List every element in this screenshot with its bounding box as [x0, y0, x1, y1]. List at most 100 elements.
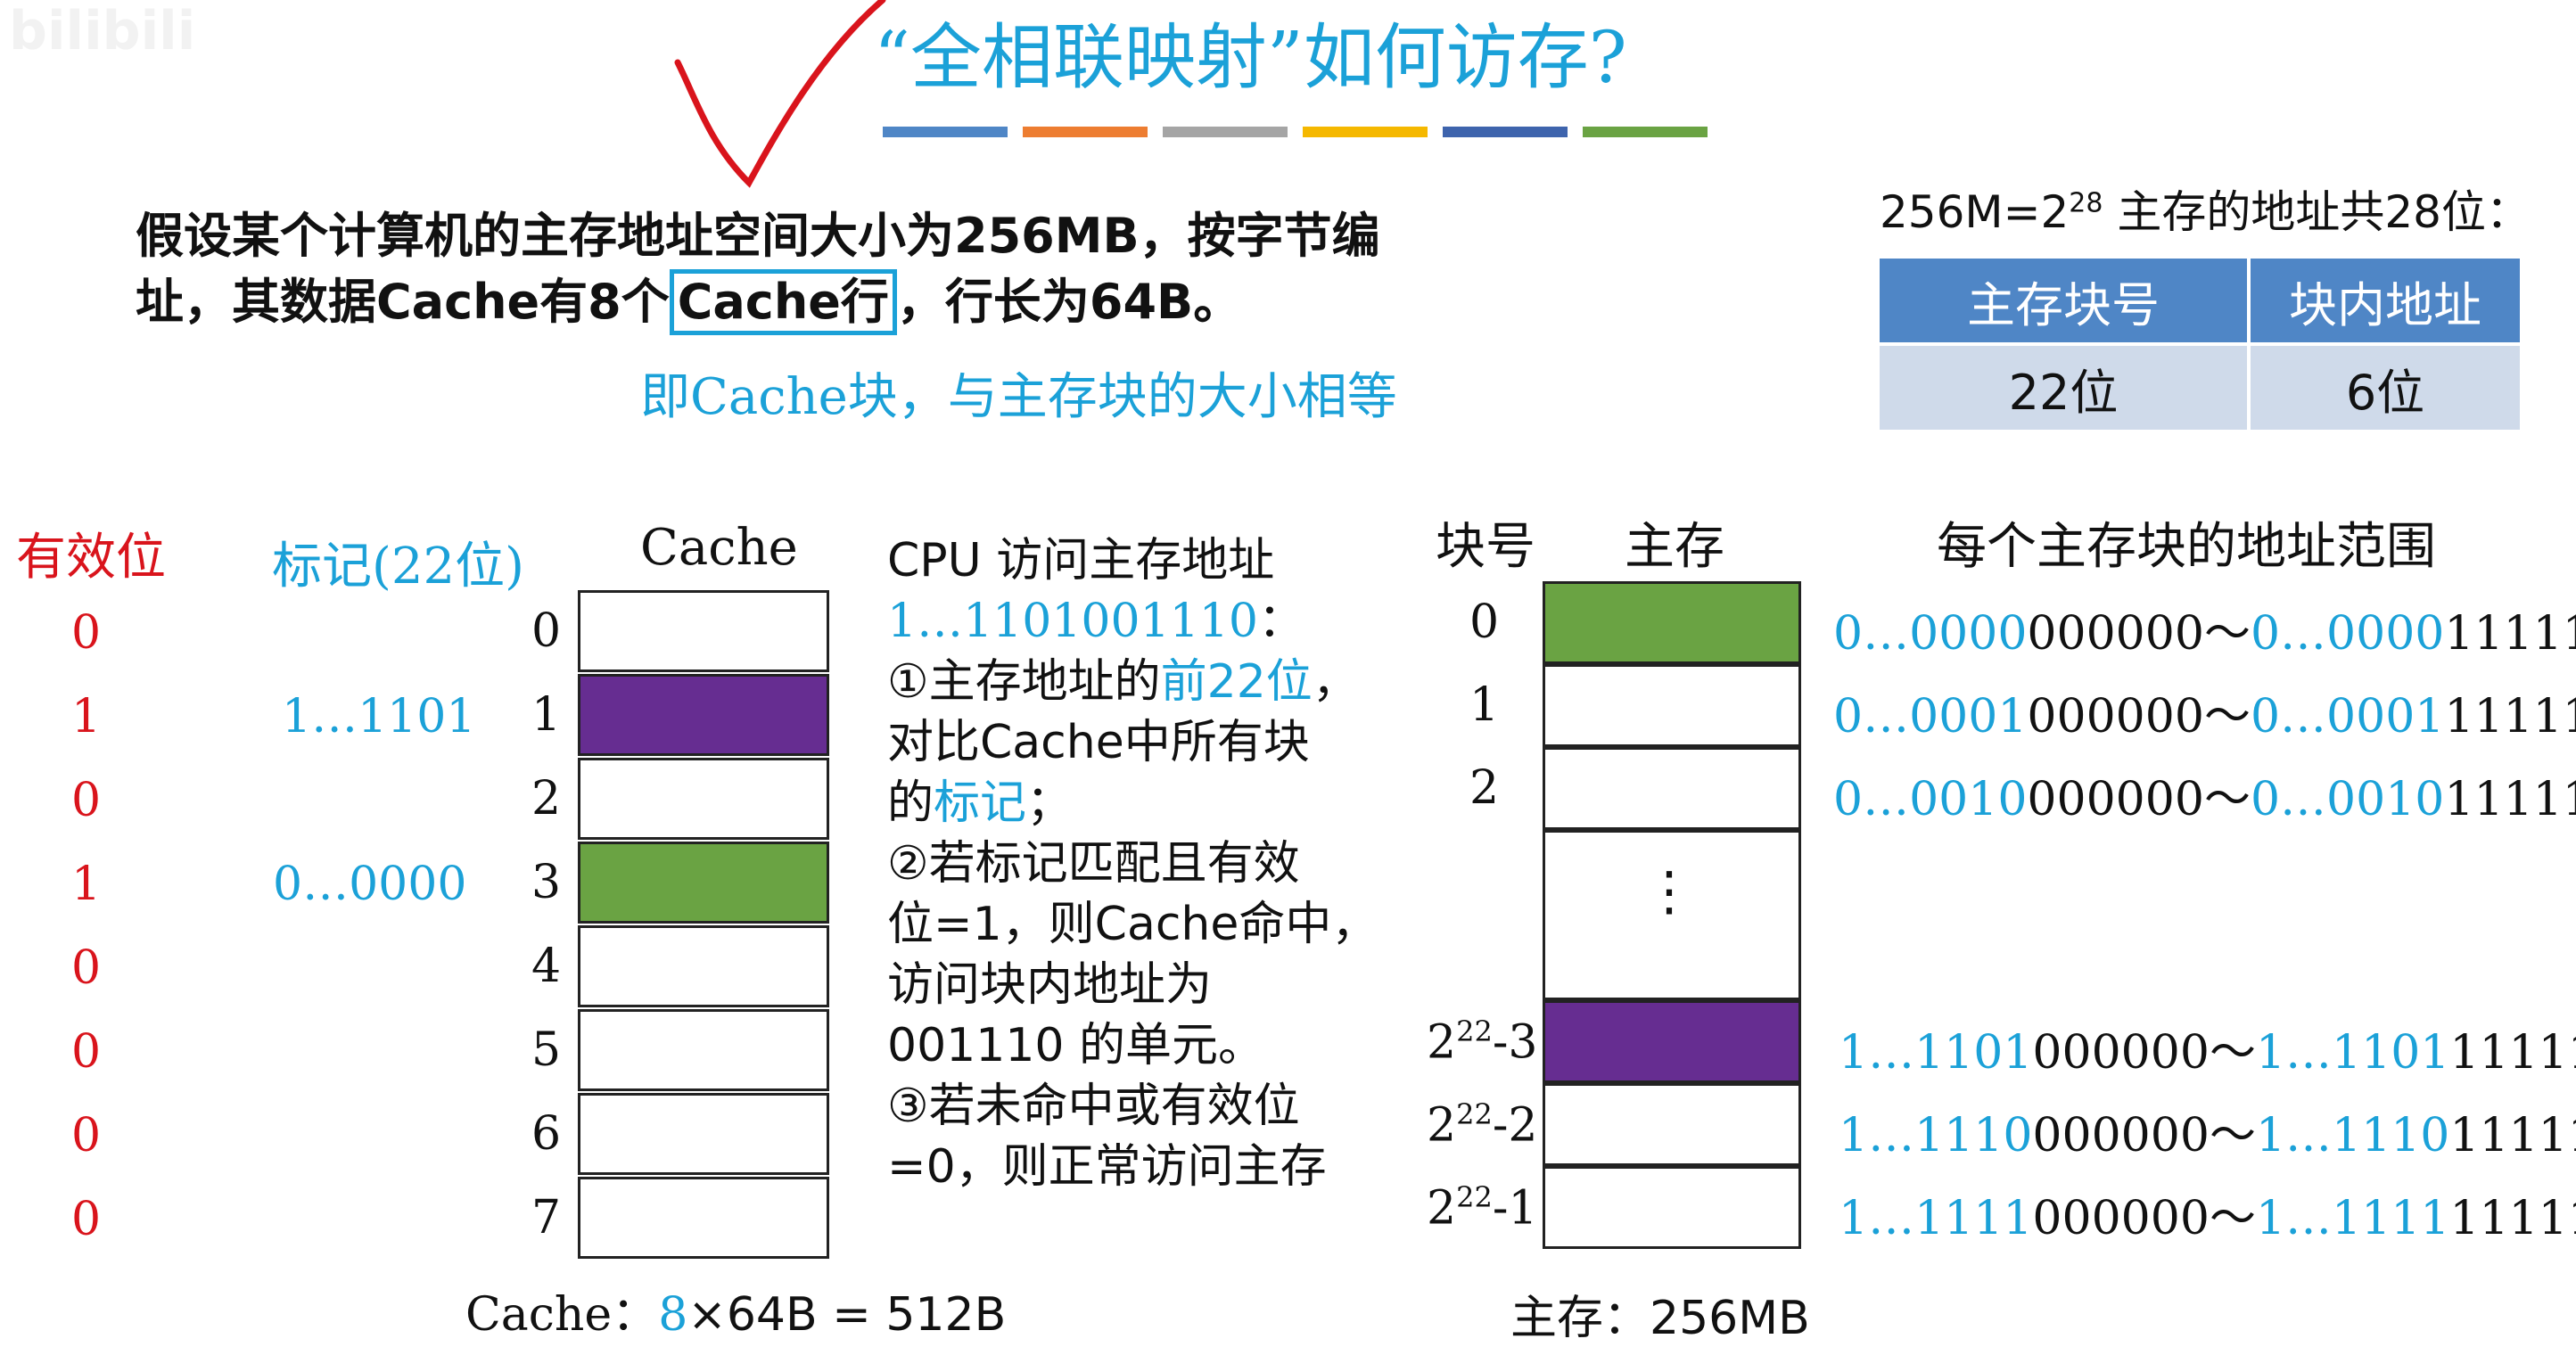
range-separator: ～ [2209, 1026, 2256, 1080]
block-number: 222-1 [1427, 1180, 1537, 1235]
ellipsis-marker: ⋮ [1642, 860, 1696, 923]
cache-header: Cache [640, 519, 798, 577]
explain-step1-post: ， [1312, 655, 1359, 709]
explain-address: 1…1101001110 [887, 595, 1258, 648]
block-number-base: 0 [1469, 595, 1500, 649]
main-memory-header: 主存 [1625, 518, 1724, 576]
range-offset-bits: 111111 [2444, 773, 2576, 826]
cache-line [578, 674, 829, 756]
memory-block [1543, 1166, 1801, 1249]
explain-line: CPU 访问主存地址 [887, 534, 1275, 587]
block-number-header: 主存块号 [1876, 255, 2251, 346]
block-number-exponent: 22 [1456, 1180, 1493, 1214]
explain-address-line: 1…1101001110： [887, 591, 1378, 652]
block-number-exponent: 22 [1456, 1014, 1493, 1048]
address-heading-base: 256M=2 [1880, 186, 2070, 238]
cache-line-index: 0 [531, 604, 562, 658]
tag-value: 0…0000 [273, 858, 467, 911]
range-separator: ～ [2209, 1192, 2256, 1245]
block-number-base: 2 [1427, 1098, 1457, 1153]
explain-line: 001110 的单元。 [887, 1019, 1265, 1072]
block-number-suffix: -3 [1492, 1015, 1538, 1070]
valid-bit: 0 [71, 1025, 102, 1079]
title-stripe [1583, 127, 1708, 137]
valid-bit: 0 [71, 1193, 102, 1246]
cache-line-highlight: Cache行 [669, 269, 897, 335]
access-explanation: CPU 访问主存地址 1…1101001110： ①主存地址的前22位， 对比C… [887, 530, 1378, 1197]
explain-tag-blue: 标记 [934, 776, 1027, 830]
problem-line-2-post: ，行长为64B。 [896, 274, 1242, 330]
block-number-bits: 22位 [1876, 342, 2251, 433]
cache-line-index: 3 [531, 856, 562, 909]
cache-line [578, 1009, 829, 1091]
problem-statement: 假设某个计算机的主存地址空间大小为256MB，按字节编 址，其数据Cache有8… [136, 203, 1380, 335]
tag-value: 1…1101 [282, 690, 476, 743]
memory-block [1543, 1083, 1801, 1166]
cache-line [578, 590, 829, 672]
block-number-base: 2 [1427, 1181, 1457, 1236]
explain-step1: ①主存地址的前22位， [887, 652, 1378, 712]
range-block-bits: 1…1111 [2255, 1192, 2450, 1245]
valid-bit-header: 有效位 [16, 529, 166, 587]
cache-line [578, 1177, 829, 1259]
address-format-table: 主存块号 块内地址 22位 6位 [1876, 255, 2523, 433]
block-offset-header: 块内地址 [2247, 255, 2523, 346]
address-range: 0…0000000000～0…0000111111 [1833, 595, 2576, 662]
block-offset-bits: 6位 [2247, 342, 2523, 433]
range-offset-bits: 111111 [2449, 1192, 2576, 1245]
range-block-bits: 0…0010 [2250, 773, 2445, 826]
address-range-header: 每个主存块的地址范围 [1937, 518, 2436, 576]
range-offset-bits: 000000 [2032, 1109, 2210, 1162]
explain-tag-pre: 的 [887, 776, 934, 830]
address-range: 1…1101000000～1…1101111111 [1839, 1014, 2576, 1081]
range-separator: ～ [2203, 773, 2251, 826]
range-offset-bits: 111111 [2444, 607, 2576, 661]
problem-line-2-pre: 址，其数据Cache有8个 [136, 274, 670, 330]
block-number-col-header: 块号 [1436, 518, 1535, 576]
explain-colon: ： [1257, 595, 1304, 648]
cache-size-label: Cache： [465, 1288, 659, 1342]
cache-line-index: 4 [531, 940, 562, 993]
range-separator: ～ [2203, 607, 2251, 661]
range-block-bits: 0…0000 [2250, 607, 2445, 661]
cache-line-index: 1 [531, 688, 562, 742]
cache-line-index: 7 [531, 1191, 562, 1244]
range-block-bits: 0…0000 [1833, 607, 2028, 661]
range-offset-bits: 111111 [2449, 1109, 2576, 1162]
block-number: 2 [1469, 761, 1499, 815]
cache-line [578, 842, 829, 924]
range-offset-bits: 111111 [2444, 690, 2576, 743]
page-title: “全相联映射”如何访存? [874, 16, 1627, 99]
address-range: 1…1111000000～1…1111111111 [1839, 1180, 2576, 1247]
valid-bit: 1 [71, 690, 102, 743]
address-heading-text: 主存的地址共28位： [2103, 186, 2531, 238]
range-block-bits: 1…1111 [1839, 1192, 2033, 1245]
address-range: 0…0010000000～0…0010111111 [1833, 761, 2576, 828]
memory-block [1543, 664, 1801, 747]
range-block-bits: 1…1110 [2255, 1109, 2450, 1162]
title-stripe [1023, 127, 1148, 137]
explain-tag-post: ； [1026, 776, 1074, 830]
block-number-suffix: -2 [1492, 1098, 1538, 1153]
memory-block [1543, 581, 1801, 664]
block-number-base: 2 [1427, 1015, 1457, 1070]
memory-block [1543, 1000, 1801, 1083]
explain-step1-pre: ①主存地址的 [887, 655, 1161, 709]
cache-block-note: 即Cache块，与主存块的大小相等 [640, 368, 1397, 426]
range-block-bits: 1…1101 [1839, 1026, 2033, 1080]
cache-size-lines: 8 [658, 1288, 688, 1342]
valid-bit: 0 [71, 941, 102, 995]
explain-step2: ②若标记匹配且有效 [887, 837, 1300, 891]
range-block-bits: 0…0010 [1833, 773, 2028, 826]
explain-line: 对比Cache中所有块 [887, 716, 1310, 769]
block-number: 1 [1469, 678, 1499, 732]
explain-line: =0，则正常访问主存 [887, 1140, 1327, 1194]
range-offset-bits: 111111 [2449, 1026, 2576, 1080]
range-separator: ～ [2209, 1109, 2256, 1162]
tag-header: 标记(22位) [272, 538, 524, 595]
watermark: bilibili [9, 0, 196, 62]
title-stripe [1163, 127, 1288, 137]
block-number: 222-2 [1427, 1097, 1537, 1152]
title-stripe [883, 127, 1008, 137]
cache-line [578, 925, 829, 1007]
